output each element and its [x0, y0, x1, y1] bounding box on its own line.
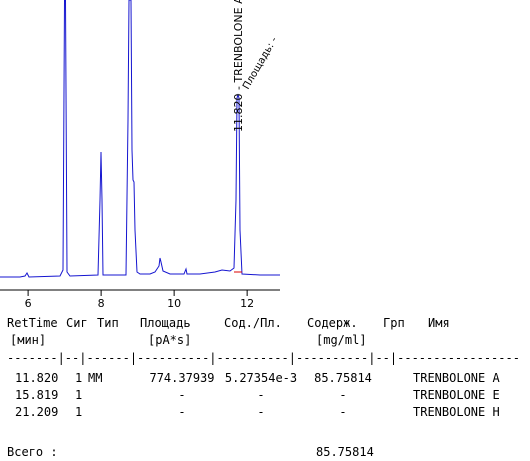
- column-header: Сиг: [66, 316, 88, 330]
- table-cell: MM: [88, 371, 102, 385]
- unit-label: [pA*s]: [148, 333, 191, 347]
- table-cell: -: [178, 405, 185, 419]
- column-header: Имя: [428, 316, 450, 330]
- x-tick-label: 12: [240, 297, 254, 310]
- total-value: 85.75814: [316, 445, 374, 459]
- x-tick-label: 8: [98, 297, 105, 310]
- table-cell: 15.819: [15, 388, 58, 402]
- table-cell: -: [339, 388, 346, 402]
- table-cell: 1: [75, 405, 82, 419]
- separator: -------|--|------|----------|----------|…: [7, 351, 520, 365]
- table-cell: 85.75814: [314, 371, 372, 385]
- chromatogram: 6 8 10 12 11.820 - TRENBOLONE A Площадь: -: [0, 0, 290, 310]
- table-cell: -: [257, 388, 264, 402]
- column-header: RetTime: [7, 316, 58, 330]
- table-cell: 1: [75, 371, 82, 385]
- column-header: Сод./Пл.: [224, 316, 282, 330]
- x-tick-label: 10: [167, 297, 181, 310]
- table-cell: 11.820: [15, 371, 58, 385]
- total-label: Всего :: [7, 445, 58, 459]
- table-cell: 774.37939: [149, 371, 214, 385]
- table-cell: TRENBOLONE E: [413, 388, 500, 402]
- column-header: Площадь: [140, 316, 191, 330]
- table-cell: 21.209: [15, 405, 58, 419]
- table-cell: -: [178, 388, 185, 402]
- table-cell: -: [257, 405, 264, 419]
- column-header: Грп: [383, 316, 405, 330]
- table-cell: TRENBOLONE H: [413, 405, 500, 419]
- unit-label: [mg/ml]: [316, 333, 367, 347]
- unit-label: [мин]: [10, 333, 46, 347]
- column-header: Содерж.: [307, 316, 358, 330]
- x-tick-label: 6: [25, 297, 32, 310]
- peak-area-label: Площадь: -: [241, 35, 280, 92]
- table-cell: 1: [75, 388, 82, 402]
- table-cell: 5.27354e-3: [225, 371, 297, 385]
- table-cell: -: [339, 405, 346, 419]
- column-header: Тип: [97, 316, 119, 330]
- table-cell: TRENBOLONE A: [413, 371, 500, 385]
- peak-label: 11.820 - TRENBOLONE A: [232, 0, 245, 132]
